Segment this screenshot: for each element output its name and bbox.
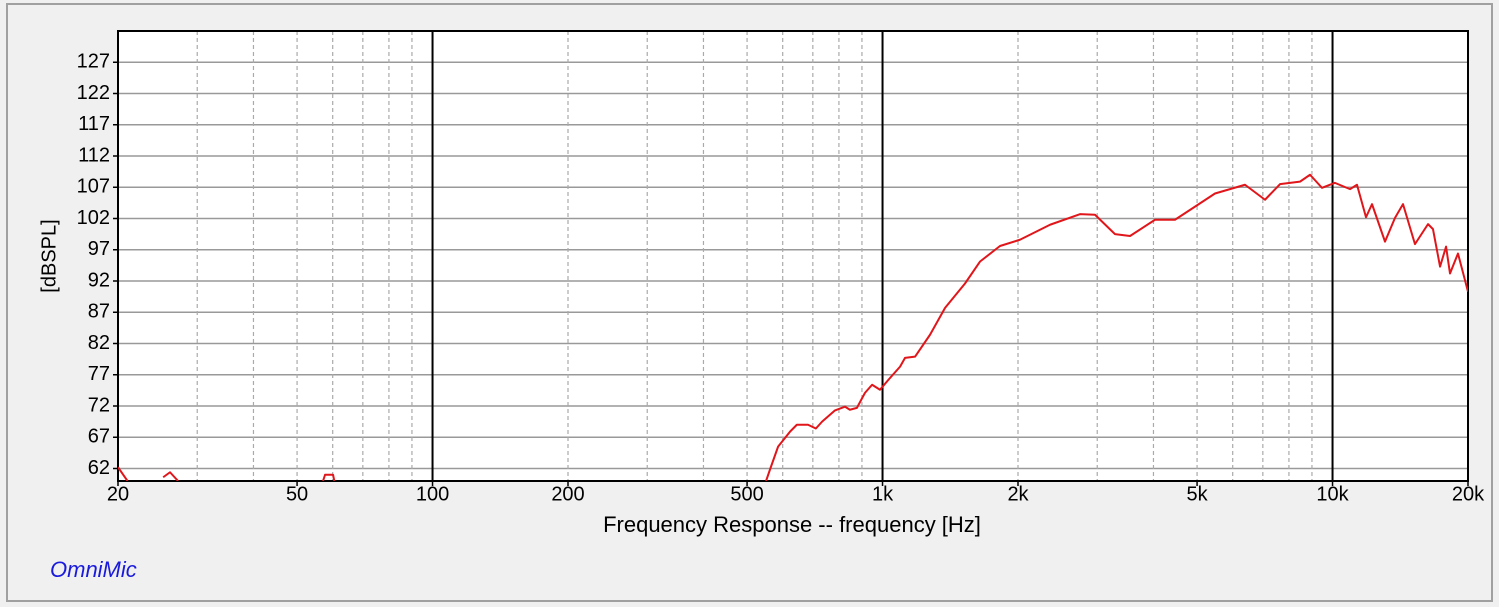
y-tick-label: 97 — [88, 238, 110, 260]
x-tick-label: 20 — [107, 483, 129, 505]
y-tick-label: 117 — [78, 113, 110, 135]
series-group — [118, 173, 1468, 481]
y-tick-label: 92 — [88, 269, 110, 291]
y-tick-label: 102 — [77, 207, 110, 229]
y-tick-label: 72 — [88, 394, 110, 416]
y-tick-label: 62 — [88, 457, 110, 479]
x-tick-label: 50 — [286, 483, 308, 505]
x-tick-label: 1k — [872, 483, 894, 505]
x-tick-label: 5k — [1187, 483, 1209, 505]
y-tick-label: 67 — [88, 426, 110, 448]
x-tick-label: 20k — [1452, 483, 1485, 505]
x-tick-label: 500 — [730, 483, 763, 505]
y-axis-label: [dBSPL] — [38, 219, 60, 292]
x-axis-label: Frequency Response -- frequency [Hz] — [603, 512, 981, 537]
y-tick-label: 107 — [77, 176, 110, 198]
x-tick-label: 10k — [1316, 483, 1349, 505]
brand-title: OmniMic — [50, 557, 137, 582]
y-tick-label: 122 — [77, 82, 110, 104]
x-tick-label: 2k — [1007, 483, 1029, 505]
plot-area — [118, 31, 1468, 481]
plot-frame — [117, 30, 1469, 482]
x-tick-label: 200 — [551, 483, 584, 505]
y-tick-label: 77 — [88, 363, 110, 385]
y-tick-label: 82 — [88, 332, 110, 354]
response-line — [118, 173, 1468, 481]
x-tick-label: 100 — [416, 483, 449, 505]
y-tick-label: 87 — [88, 301, 110, 323]
y-tick-label: 127 — [77, 51, 110, 73]
y-tick-label: 112 — [78, 144, 110, 166]
